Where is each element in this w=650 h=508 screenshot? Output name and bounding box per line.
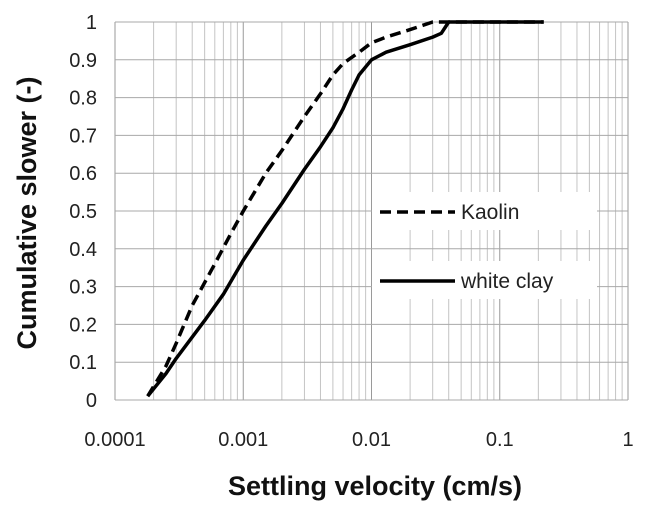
- legend-label-white-clay: white clay: [460, 270, 554, 293]
- y-tick-label: 0.4: [69, 239, 97, 261]
- y-tick-label: 0.6: [69, 163, 97, 185]
- x-tick-label: 0.001: [218, 429, 268, 451]
- y-tick-label: 0.2: [69, 314, 97, 336]
- x-tick-label: 1: [622, 429, 633, 451]
- x-tick-label: 0.0001: [84, 429, 145, 451]
- y-tick-label: 0.7: [69, 125, 97, 147]
- x-axis-title: Settling velocity (cm/s): [228, 471, 522, 501]
- y-tick-label: 0.1: [69, 352, 97, 374]
- y-tick-label: 1: [86, 12, 97, 34]
- y-tick-label: 0.3: [69, 277, 97, 299]
- series-line-white-clay: [146, 20, 544, 398]
- x-tick-label: 0.01: [352, 429, 391, 451]
- legend-label-kaolin: Kaolin: [461, 201, 519, 224]
- legend: Kaolin white clay: [372, 192, 597, 299]
- series-lines: [146, 20, 544, 398]
- y-axis-title: Cumulative slower (-): [12, 76, 42, 349]
- y-tick-label: 0.5: [69, 201, 97, 223]
- tick-labels: 0.0001 0.001 0.01 0.1 1 0 0.1 0.2 0.3 0.4 0.5 0.6 0.…: [69, 12, 633, 451]
- series-line-kaolin: [146, 20, 544, 398]
- legend-background: [372, 192, 597, 230]
- y-tick-label: 0.9: [69, 50, 97, 72]
- x-tick-label: 0.1: [486, 429, 514, 451]
- y-tick-label: 0.8: [69, 88, 97, 110]
- y-tick-label: 0: [86, 390, 97, 412]
